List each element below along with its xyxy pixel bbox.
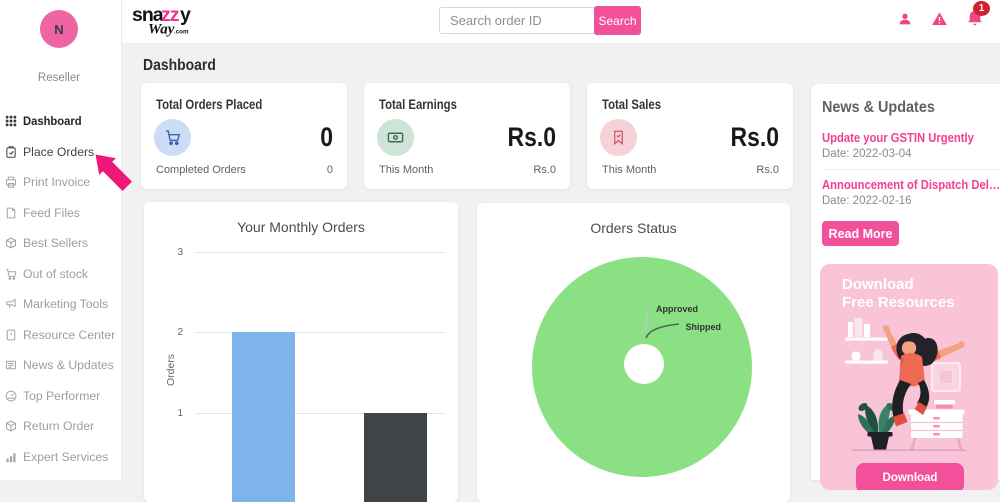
- svg-text:sna: sna: [132, 4, 164, 26]
- svg-text:.com: .com: [174, 29, 189, 36]
- svg-text:y: y: [180, 4, 191, 26]
- svg-text:zz: zz: [161, 4, 180, 26]
- svg-text:Approved: Approved: [656, 304, 698, 314]
- svg-text:Way: Way: [148, 22, 175, 38]
- svg-text:Shipped: Shipped: [686, 322, 722, 332]
